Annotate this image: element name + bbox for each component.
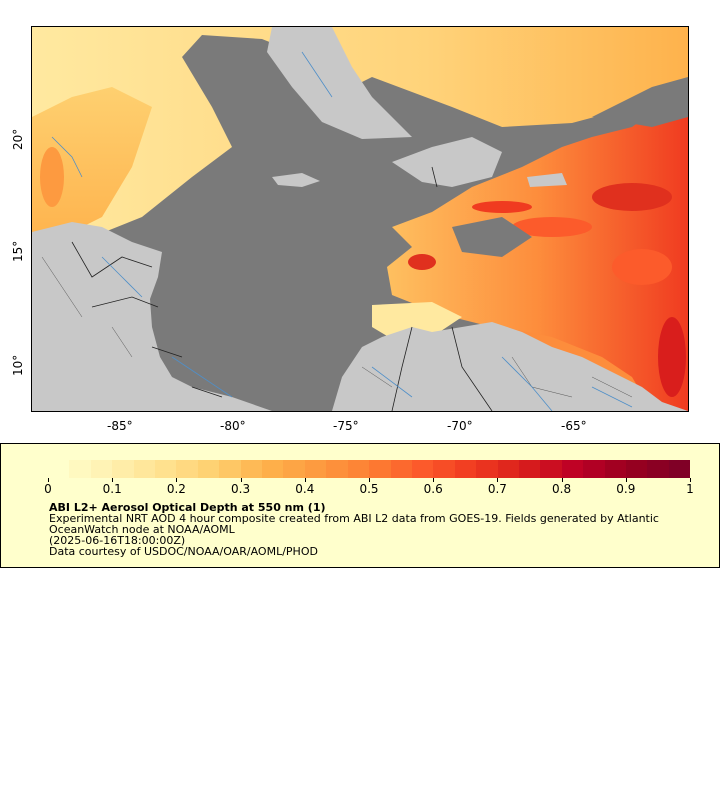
- y-tick-label: 10°: [11, 354, 25, 376]
- colorbar-swatch: [583, 460, 605, 478]
- aod-field-gulf: [372, 302, 462, 339]
- colorbar-tick-mark: [561, 478, 563, 482]
- aod-field-west: [32, 87, 152, 247]
- legend-text: ABI L2+ Aerosol Optical Depth at 550 nm …: [49, 502, 689, 557]
- colorbar-tick-mark: [369, 478, 370, 482]
- colorbar-swatch: [155, 460, 177, 478]
- colorbar-tick-label: 0.4: [295, 482, 315, 496]
- colorbar-swatch: [411, 460, 434, 478]
- colorbar-tick-label: 0.1: [102, 482, 122, 496]
- colorbar-tick-label: 1: [686, 482, 694, 496]
- colorbar-swatch: [454, 460, 477, 478]
- colorbar-swatch: [262, 460, 284, 478]
- colorbar-swatch: [133, 460, 156, 478]
- colorbar-swatch: [668, 460, 691, 478]
- colorbar-swatch: [561, 460, 584, 478]
- colorbar: [48, 460, 691, 478]
- aod-hotspot: [612, 249, 672, 285]
- aod-hotspot: [512, 217, 592, 237]
- land-jamaica: [272, 173, 320, 187]
- legend-title: ABI L2+ Aerosol Optical Depth at 550 nm …: [49, 501, 326, 514]
- colorbar-tick-label: 0.6: [423, 482, 443, 496]
- country-border: [71, 166, 493, 411]
- colorbar-swatch: [48, 460, 70, 478]
- aod-hotspot: [592, 183, 672, 211]
- colorbar-tick-label: 0.3: [231, 482, 251, 496]
- colorbar-swatch: [219, 460, 241, 478]
- colorbar-swatch: [326, 460, 348, 478]
- colorbar-swatch: [90, 460, 113, 478]
- colorbar-tick-label: 0.8: [552, 482, 572, 496]
- colorbar-tick-label: 0.5: [359, 482, 379, 496]
- y-tick-label: 15°: [11, 240, 25, 262]
- x-tick-label: -75°: [333, 419, 359, 433]
- colorbar-swatch: [369, 460, 391, 478]
- colorbar-swatch: [625, 460, 648, 478]
- aod-hotspot: [658, 317, 686, 397]
- colorbar-tick-mark: [240, 478, 242, 482]
- legend-timestamp: (2025-06-16T18:00:00Z): [49, 534, 186, 547]
- colorbar-swatch: [476, 460, 498, 478]
- map-panel[interactable]: [31, 26, 689, 412]
- colorbar-swatch: [347, 460, 370, 478]
- x-tick-label: -80°: [220, 419, 246, 433]
- colorbar-swatch: [604, 460, 626, 478]
- x-tick-label: -85°: [107, 419, 133, 433]
- colorbar-tick-mark: [176, 478, 178, 482]
- no-data-gap: [452, 217, 532, 257]
- colorbar-tick-mark: [433, 478, 435, 482]
- x-tick-label: -65°: [561, 419, 587, 433]
- colorbar-swatch: [176, 460, 198, 478]
- aod-hotspot: [40, 147, 64, 207]
- colorbar-tick-label: 0.7: [487, 482, 507, 496]
- land-hispaniola: [392, 137, 502, 187]
- colorbar-swatch: [497, 460, 519, 478]
- colorbar-tick-mark: [625, 478, 627, 482]
- y-tick-label: 20°: [11, 128, 25, 150]
- legend-description: Experimental NRT AOD 4 hour composite cr…: [49, 512, 659, 536]
- land-south-america: [332, 322, 688, 411]
- colorbar-swatch: [304, 460, 327, 478]
- colorbar-swatch: [518, 460, 541, 478]
- land-cuba: [267, 27, 412, 139]
- aod-field-north: [32, 27, 688, 237]
- legend-credit: Data courtesy of USDOC/NOAA/OAR/AOML/PHO…: [49, 545, 318, 558]
- colorbar-tick-mark: [112, 478, 114, 482]
- aod-hotspot: [408, 254, 436, 270]
- colorbar-tick-mark: [497, 478, 499, 482]
- colorbar-tick-label: 0.9: [616, 482, 636, 496]
- colorbar-tick-label: 0: [44, 482, 52, 496]
- province-border: [41, 256, 633, 398]
- colorbar-tick-mark: [48, 478, 49, 482]
- colorbar-swatch: [240, 460, 263, 478]
- no-data-gap: [592, 77, 688, 127]
- aod-map: [32, 27, 688, 411]
- river: [51, 51, 633, 411]
- aod-hotspot: [472, 201, 532, 213]
- land-puerto-rico: [527, 173, 567, 187]
- colorbar-swatch: [283, 460, 305, 478]
- colorbar-swatch: [647, 460, 669, 478]
- land-bahamas: [276, 27, 302, 47]
- aod-field-east: [387, 87, 688, 411]
- colorbar-tick-label: 0.2: [166, 482, 186, 496]
- legend-panel: 0 0.1 0.2 0.3 0.4 0.5 0.6 0.7 0.8 0.9 1 ABI L2+ Ae…: [0, 443, 720, 568]
- land-central-america: [32, 222, 272, 411]
- colorbar-swatch: [540, 460, 562, 478]
- colorbar-swatch: [433, 460, 455, 478]
- colorbar-swatch: [112, 460, 134, 478]
- colorbar-tick-mark: [304, 478, 306, 482]
- colorbar-swatch: [69, 460, 91, 478]
- x-tick-label: -70°: [447, 419, 473, 433]
- colorbar-swatch: [197, 460, 220, 478]
- colorbar-swatch: [390, 460, 412, 478]
- colorbar-tick-mark: [690, 478, 691, 482]
